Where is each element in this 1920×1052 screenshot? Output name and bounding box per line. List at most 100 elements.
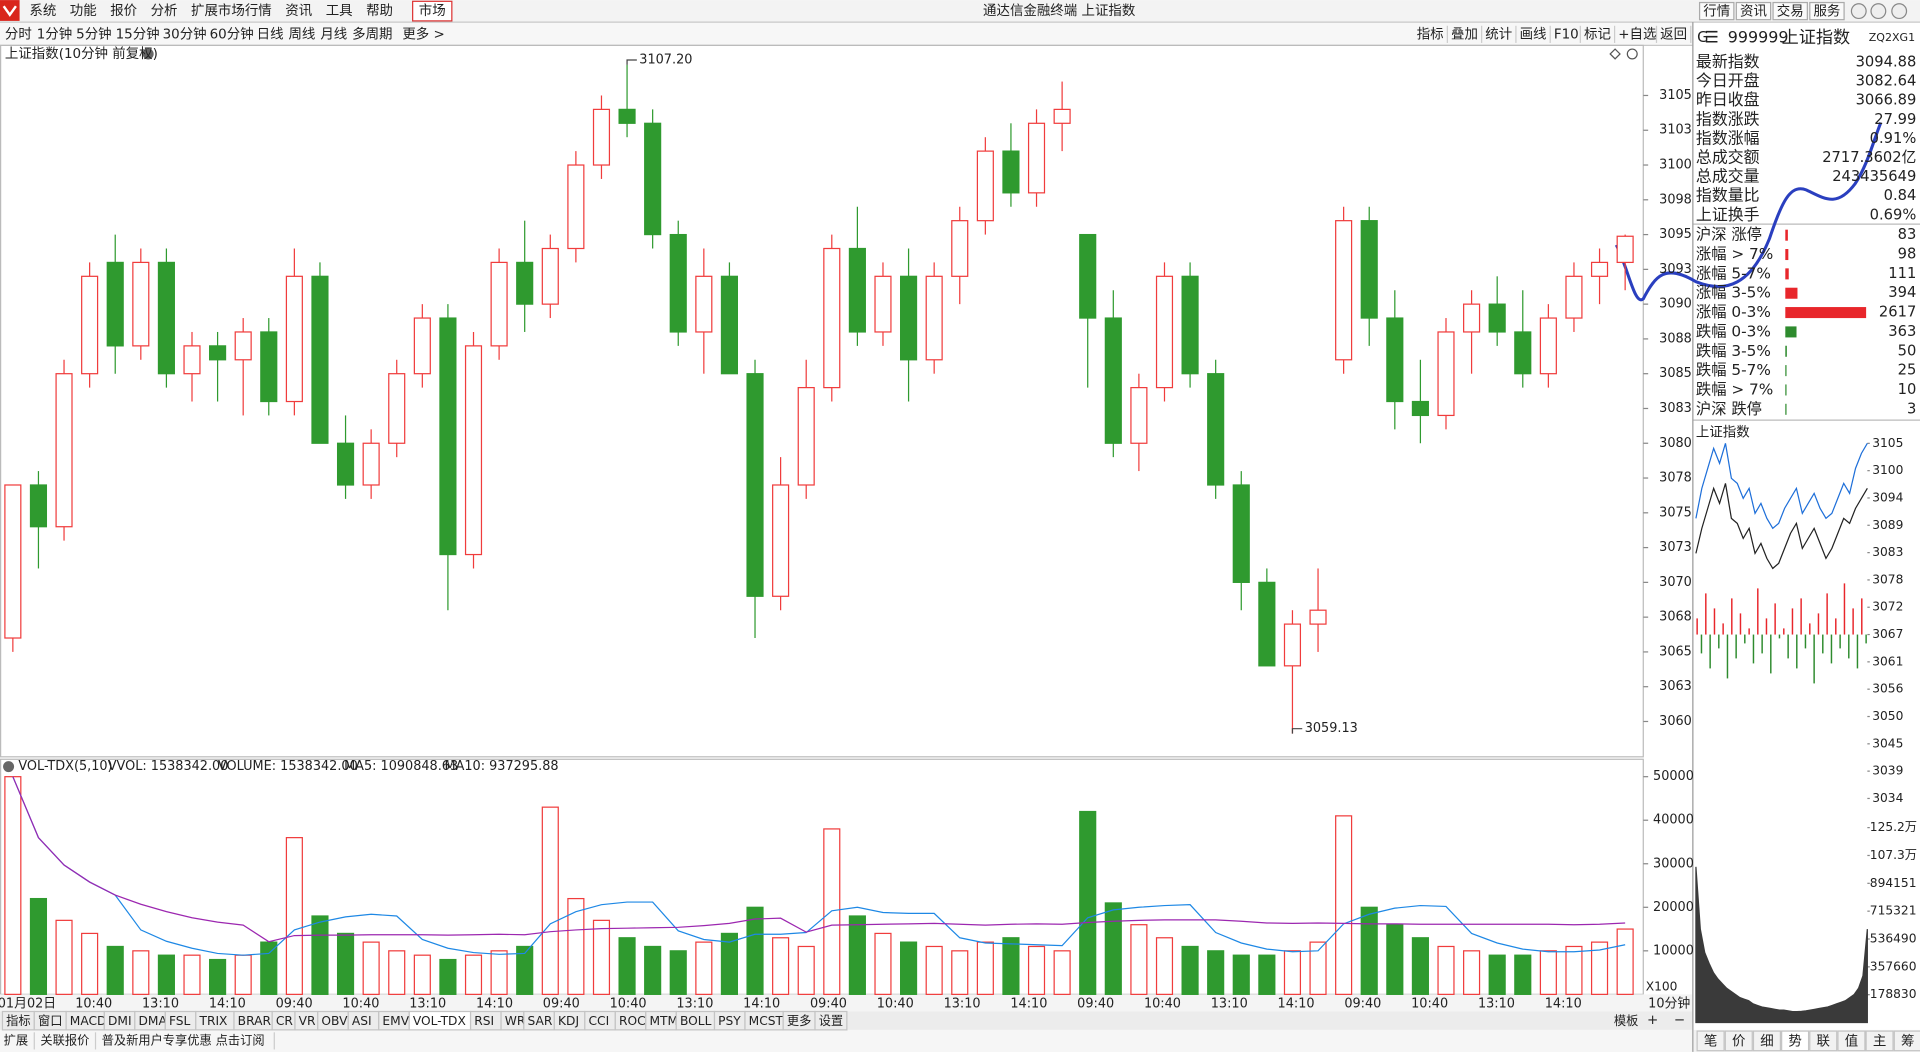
indicator-tab-label[interactable]: BOLL <box>680 1014 712 1028</box>
indicator-tab-label[interactable]: ROC <box>619 1014 646 1028</box>
indicator-tab-label[interactable]: FSL <box>169 1014 191 1028</box>
indicator-tab-label[interactable]: DMA <box>138 1014 167 1028</box>
top-button[interactable] <box>1809 1 1845 21</box>
menu-item[interactable]: 系统 <box>29 3 56 19</box>
side-tab-label[interactable]: 细 <box>1760 1034 1773 1050</box>
tool-button[interactable]: 画线 <box>1520 26 1547 42</box>
indicator-tab-label[interactable]: MACD <box>70 1014 107 1028</box>
indicator-tab-label[interactable]: KDJ <box>558 1014 579 1028</box>
dropdown-icon[interactable] <box>3 761 15 773</box>
tool-button[interactable]: +自选 <box>1618 26 1656 42</box>
top-button-label[interactable]: 行情 <box>1703 4 1730 20</box>
period-tab[interactable]: 15分钟 <box>116 25 160 42</box>
close-button[interactable] <box>1891 3 1908 20</box>
indicator-tab-label[interactable]: WR <box>505 1014 526 1028</box>
side-tab[interactable] <box>1865 1030 1894 1052</box>
indicator-tab-label[interactable]: VOL-TDX <box>413 1014 466 1028</box>
minimize-button[interactable] <box>1850 3 1867 20</box>
more-periods[interactable]: 更多 > <box>402 25 444 42</box>
menu-item[interactable]: 帮助 <box>366 3 393 19</box>
top-button[interactable] <box>1772 1 1808 21</box>
indicator-tab-label[interactable]: OBV <box>321 1014 348 1028</box>
indicator-tab-label[interactable]: SAR <box>528 1014 553 1028</box>
indicator-tab-label[interactable]: CR <box>276 1014 294 1028</box>
indicator-tab-label[interactable]: MCST <box>749 1014 784 1028</box>
period-tab[interactable]: 多周期 <box>352 25 392 42</box>
x-tick-label: 13:10 <box>944 997 981 1012</box>
side-tab[interactable] <box>1752 1030 1782 1052</box>
side-tab[interactable] <box>1781 1030 1810 1052</box>
menu-item[interactable]: 功能 <box>70 3 97 19</box>
candle-body <box>234 331 252 361</box>
side-tab-label[interactable]: 笔 <box>1704 1034 1717 1050</box>
side-tab-label[interactable]: 联 <box>1817 1034 1830 1050</box>
status-item[interactable]: 普及新用户专享优惠 点击订阅 <box>102 1032 265 1047</box>
side-tab-label[interactable]: 筹 <box>1901 1033 1914 1050</box>
top-button-label[interactable]: 服务 <box>1813 4 1840 20</box>
indicator-tab-label[interactable]: 更多 <box>787 1014 811 1028</box>
top-button-label[interactable]: 交易 <box>1777 3 1804 20</box>
tool-button[interactable]: F10 <box>1554 27 1579 42</box>
tool-button[interactable]: 叠加 <box>1451 26 1478 42</box>
status-item[interactable]: 关联报价 <box>40 1032 89 1047</box>
side-tab[interactable] <box>1893 1030 1920 1052</box>
candle-body <box>336 442 355 486</box>
menu-item[interactable]: 报价 <box>110 3 137 19</box>
indicator-tab-label[interactable]: EMV <box>382 1014 409 1028</box>
zoom-out[interactable]: − <box>1674 1013 1685 1028</box>
indicator-tab-label[interactable]: CCI <box>588 1014 609 1028</box>
tool-button[interactable]: 指标 <box>1417 26 1444 42</box>
market-tab-label[interactable]: 市场 <box>419 2 446 19</box>
quote-label: 总成交量 <box>1696 167 1760 186</box>
period-tab[interactable]: 60分钟 <box>210 25 254 42</box>
tool-button[interactable]: 统计 <box>1485 26 1512 42</box>
side-tab-label[interactable]: 势 <box>1788 1034 1801 1050</box>
diamond-icon[interactable] <box>1609 48 1621 60</box>
side-tab[interactable] <box>1696 1030 1725 1052</box>
top-button-label[interactable]: 资讯 <box>1740 4 1767 20</box>
x-tick-label: 10:40 <box>877 997 914 1012</box>
y-tick-label: 3103 <box>1659 123 1692 138</box>
menu-item[interactable]: 分析 <box>151 3 178 19</box>
side-tab-label[interactable]: 值 <box>1845 1034 1858 1050</box>
dropdown-icon[interactable] <box>142 48 154 60</box>
indicator-tab-label[interactable]: PSY <box>718 1014 741 1028</box>
period-tab[interactable]: 1分钟 <box>37 25 72 42</box>
period-tab[interactable]: 30分钟 <box>163 25 207 42</box>
template-button[interactable]: 模板 <box>1614 1014 1638 1028</box>
side-tab-label[interactable]: 价 <box>1732 1035 1746 1050</box>
period-tab[interactable]: 月线 <box>320 26 347 42</box>
indicator-tab-label[interactable]: DMI <box>108 1014 132 1028</box>
period-tab[interactable]: 周线 <box>288 26 315 42</box>
side-tab[interactable] <box>1809 1030 1838 1052</box>
menu-item[interactable]: 扩展市场行情 <box>191 2 272 19</box>
period-tab[interactable]: 日线 <box>257 26 284 42</box>
indicator-tab-label[interactable]: BRAR <box>238 1014 272 1028</box>
indicator-tab-label[interactable]: MTM <box>649 1014 678 1028</box>
market-tab[interactable] <box>412 0 453 22</box>
side-tab[interactable] <box>1724 1030 1753 1052</box>
tool-button[interactable]: 标记 <box>1584 26 1611 42</box>
period-tab[interactable]: 分时 <box>5 26 32 42</box>
indicator-tab-label[interactable]: TRIX <box>198 1014 227 1028</box>
zoom-in[interactable]: + <box>1647 1013 1658 1028</box>
indicator-tab-label[interactable]: 窗口 <box>38 1014 62 1028</box>
candle-body <box>848 247 866 333</box>
tool-button[interactable]: 返回 <box>1660 26 1687 42</box>
menu-item[interactable]: 工具 <box>326 4 353 19</box>
side-tab[interactable] <box>1837 1030 1866 1052</box>
indicator-tab-label[interactable]: 设置 <box>819 1014 843 1028</box>
indicator-tab-label[interactable]: ASI <box>352 1014 372 1028</box>
indicator-tab-label[interactable]: 指标 <box>6 1013 30 1028</box>
circle-icon[interactable] <box>1626 48 1638 60</box>
side-tab-label[interactable]: 主 <box>1873 1034 1886 1050</box>
status-item[interactable]: 扩展 <box>4 1033 28 1047</box>
indicator-tab-label[interactable]: RSI <box>474 1014 494 1028</box>
maximize-button[interactable] <box>1870 3 1887 20</box>
indicator-tab-label[interactable]: VR <box>299 1014 316 1028</box>
top-button[interactable] <box>1735 1 1772 21</box>
top-button[interactable] <box>1698 1 1735 21</box>
menu-item[interactable]: 资讯 <box>285 3 312 19</box>
period-tab[interactable]: 5分钟 <box>76 25 111 42</box>
indicator-tab[interactable] <box>814 1010 848 1031</box>
